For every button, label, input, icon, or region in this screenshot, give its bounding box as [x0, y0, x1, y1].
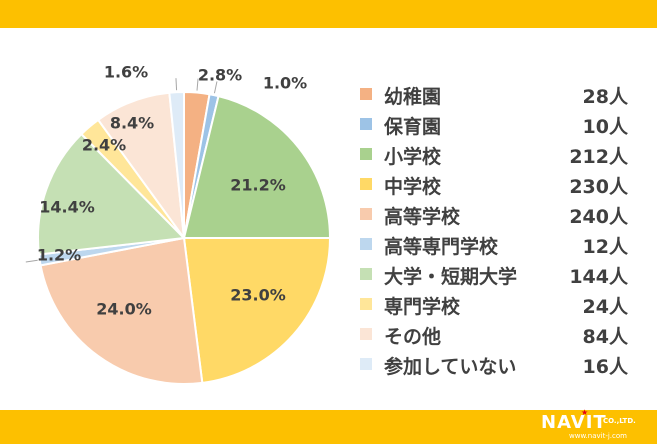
legend-item: 中学校 230人 [356, 170, 646, 200]
legend-count: 10人 [582, 116, 628, 138]
legend-label: 幼稚園 [384, 86, 442, 108]
legend-label: 保育園 [384, 116, 442, 138]
legend-count: 24人 [582, 296, 628, 318]
leader-line [25, 259, 38, 263]
pie-slice [182, 94, 332, 239]
pie-percent-label: 1.0% [263, 74, 307, 93]
legend-swatch [360, 238, 372, 250]
logo-suffix: CO.,LTD. [603, 417, 636, 425]
legend-count: 12人 [582, 236, 628, 258]
pie-slice [37, 132, 187, 256]
legend-swatch [360, 148, 372, 160]
legend-swatch [360, 208, 372, 220]
legend-label: 中学校 [384, 176, 442, 198]
legend-count: 212人 [569, 146, 628, 168]
legend-count: 144人 [569, 266, 628, 288]
pie-percent-label: 8.4% [110, 114, 154, 133]
legend-swatch [360, 88, 372, 100]
pie-percent-label: 2.4% [82, 136, 126, 155]
legend-swatch [360, 268, 372, 280]
legend-label: 小学校 [384, 146, 442, 168]
legend-label: 専門学校 [384, 296, 461, 318]
legend-item: 高等学校 240人 [356, 200, 646, 230]
legend-label: 参加していない [384, 356, 517, 378]
legend-swatch [360, 298, 372, 310]
legend-count: 240人 [569, 206, 628, 228]
legend-item: 参加していない 16人 [356, 350, 646, 380]
pie-percent-label: 1.2% [37, 246, 81, 265]
bottom-band [0, 410, 657, 444]
leader-line [175, 78, 178, 91]
pie-slice [182, 237, 332, 384]
legend-item: 保育園 10人 [356, 110, 646, 140]
legend-label: その他 [384, 326, 442, 348]
legend-label: 高等専門学校 [384, 236, 499, 258]
pie-percent-label: 14.4% [39, 198, 95, 217]
legend-count: 16人 [582, 356, 628, 378]
legend-count: 230人 [569, 176, 628, 198]
company-logo: NAVIT ★ CO.,LTD. www.navit-j.com [541, 408, 653, 441]
leader-line [196, 78, 199, 91]
legend-swatch [360, 178, 372, 190]
legend-swatch [360, 118, 372, 130]
pie-slice [39, 236, 204, 385]
legend-swatch [360, 358, 372, 370]
legend-item: 大学・短期大学 144人 [356, 260, 646, 290]
legend-label: 高等学校 [384, 206, 461, 228]
legend-item: 幼稚園 28人 [356, 80, 646, 110]
pie-percent-label: 1.6% [104, 63, 148, 82]
pie-percent-label: 24.0% [96, 300, 152, 319]
legend-item: 専門学校 24人 [356, 290, 646, 320]
legend-count: 84人 [582, 326, 628, 348]
pie-percent-label: 2.8% [198, 66, 242, 85]
logo-url: www.navit-j.com [569, 432, 627, 440]
pie-percent-label: 21.2% [230, 176, 286, 195]
legend-count: 28人 [582, 86, 628, 108]
logo-brand-text: NAVIT [541, 412, 607, 433]
logo-star-icon: ★ [581, 408, 589, 417]
legend-item: 小学校 212人 [356, 140, 646, 170]
legend: 幼稚園 28人 保育園 10人 小学校 212人 中学校 230人 高等学校 240人 高等専門学校… [356, 80, 646, 380]
pie-chart: 2.8% 1.0% 21.2% 23.0% 24.0% 1.2% 14.4% 2.4% 8.4%… [25, 63, 332, 385]
legend-item: その他 84人 [356, 320, 646, 350]
pie-slice [168, 90, 185, 239]
top-band [0, 0, 657, 28]
pie-percent-label: 23.0% [230, 286, 286, 305]
legend-label: 大学・短期大学 [384, 266, 518, 288]
leader-line [213, 81, 218, 94]
legend-item: 高等専門学校 12人 [356, 230, 646, 260]
legend-swatch [360, 328, 372, 340]
